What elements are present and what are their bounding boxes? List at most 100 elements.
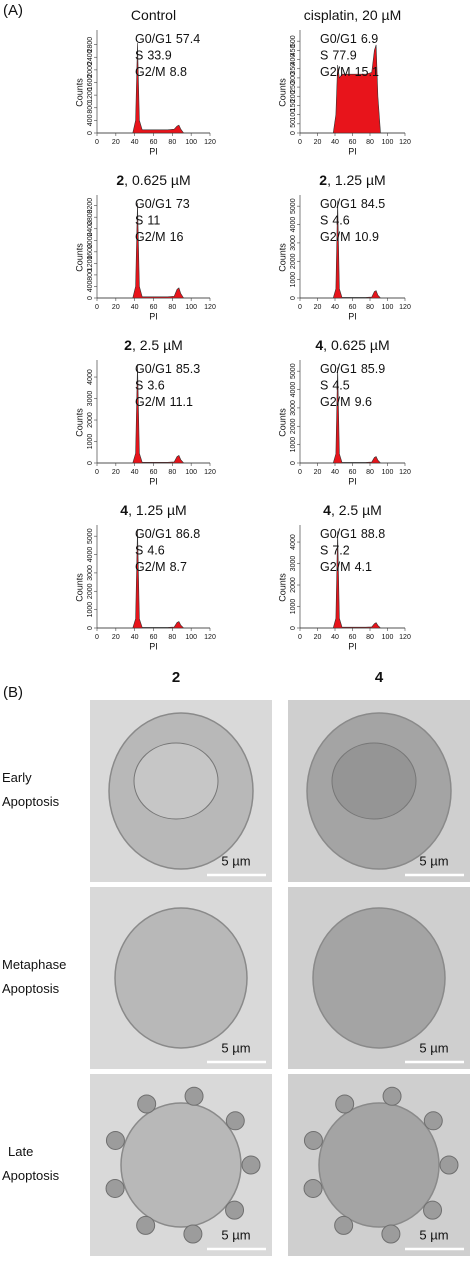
phase-name: G0/G1 bbox=[135, 362, 172, 376]
x-tick-label: 0 bbox=[95, 469, 99, 476]
y-tick-label: 3200 bbox=[87, 198, 94, 214]
x-tick-label: 80 bbox=[168, 469, 176, 476]
y-tick-label: 450 bbox=[290, 44, 297, 56]
x-tick-label: 20 bbox=[112, 634, 120, 641]
histogram-area bbox=[300, 200, 405, 299]
x-tick-label: 120 bbox=[399, 139, 411, 146]
compound-label: 2 bbox=[319, 172, 327, 188]
y-tick-label: 300 bbox=[290, 72, 297, 84]
y-tick-label: 0 bbox=[290, 461, 297, 465]
phase-value: 15.1 bbox=[355, 65, 379, 79]
phase-value: 77.9 bbox=[332, 49, 356, 63]
scale-bar-label: 5 µm bbox=[419, 853, 448, 868]
x-tick-label: 100 bbox=[382, 469, 394, 476]
chart-title: 4, 0.625 µM bbox=[315, 337, 389, 353]
y-tick-label: 200 bbox=[290, 90, 297, 102]
phase-name: G2/M bbox=[135, 230, 166, 244]
apoptotic-body bbox=[381, 1224, 401, 1244]
phase-percent: G2/M 15.1 bbox=[320, 65, 379, 79]
y-tick-label: 2000 bbox=[87, 583, 94, 599]
y-tick-label: 1600 bbox=[87, 244, 94, 260]
apoptotic-body bbox=[137, 1094, 157, 1114]
y-tick-label: 1200 bbox=[87, 87, 94, 103]
compound-label: 4 bbox=[323, 502, 331, 518]
x-tick-label: 80 bbox=[366, 139, 374, 146]
x-tick-label: 120 bbox=[204, 139, 216, 146]
phase-value: 84.5 bbox=[361, 197, 385, 211]
y-tick-label: 350 bbox=[290, 63, 297, 75]
y-tick-label: 4000 bbox=[87, 369, 94, 385]
y-tick-label: 4000 bbox=[87, 547, 94, 563]
x-tick-label: 120 bbox=[399, 304, 411, 311]
y-tick-label: 400 bbox=[87, 281, 94, 293]
row-label-line: Apoptosis bbox=[2, 794, 60, 809]
row-label-line: Metaphase bbox=[2, 957, 66, 972]
scale-bar-label: 5 µm bbox=[419, 1227, 448, 1242]
phase-name: G2/M bbox=[135, 65, 166, 79]
phase-value: 4.6 bbox=[332, 214, 349, 228]
row-label-line: Early bbox=[2, 770, 32, 785]
compound-label: 2 bbox=[124, 337, 132, 353]
y-tick-label: 400 bbox=[87, 114, 94, 126]
phase-percent: S 11 bbox=[135, 214, 160, 228]
x-tick-label: 100 bbox=[382, 139, 394, 146]
x-tick-label: 80 bbox=[168, 304, 176, 311]
cell-body bbox=[120, 1102, 242, 1228]
row-label-line: Apoptosis bbox=[2, 1168, 60, 1183]
phase-value: 9.6 bbox=[355, 395, 372, 409]
x-tick-label: 20 bbox=[112, 304, 120, 311]
chart-title: 4, 1.25 µM bbox=[120, 502, 186, 518]
phase-percent: G0/G1 6.9 bbox=[320, 32, 378, 46]
y-axis-label: Counts bbox=[74, 573, 84, 602]
y-tick-label: 2800 bbox=[87, 37, 94, 53]
chart-title: 2, 2.5 µM bbox=[124, 337, 183, 353]
phase-name: G2/M bbox=[320, 395, 351, 409]
x-tick-label: 100 bbox=[185, 469, 197, 476]
phase-name: S bbox=[135, 544, 143, 558]
y-tick-label: 2800 bbox=[87, 209, 94, 225]
phase-name: G2/M bbox=[135, 395, 166, 409]
apoptotic-body bbox=[136, 1215, 156, 1235]
phase-value: 16 bbox=[170, 230, 184, 244]
x-tick-label: 40 bbox=[331, 139, 339, 146]
scale-bar-label: 5 µm bbox=[419, 1040, 448, 1055]
phase-percent: S 4.5 bbox=[320, 379, 350, 393]
x-axis-label: PI bbox=[348, 311, 357, 321]
phase-value: 11 bbox=[147, 214, 160, 228]
phase-name: S bbox=[320, 379, 328, 393]
phase-value: 8.8 bbox=[170, 65, 187, 79]
x-tick-label: 120 bbox=[204, 469, 216, 476]
y-tick-label: 50 bbox=[290, 120, 297, 128]
histogram-area bbox=[97, 202, 210, 299]
apoptotic-body bbox=[423, 1111, 443, 1131]
phase-value: 88.8 bbox=[361, 527, 385, 541]
phase-name: G0/G1 bbox=[320, 362, 357, 376]
y-tick-label: 5000 bbox=[87, 528, 94, 544]
y-tick-label: 2000 bbox=[87, 412, 94, 428]
phase-value: 85.3 bbox=[176, 362, 200, 376]
phase-value: 7.2 bbox=[332, 544, 349, 558]
x-tick-label: 20 bbox=[112, 469, 120, 476]
phase-name: G0/G1 bbox=[320, 197, 357, 211]
y-tick-label: 1000 bbox=[290, 272, 297, 288]
phase-percent: G2/M 9.6 bbox=[320, 395, 372, 409]
x-tick-label: 0 bbox=[298, 634, 302, 641]
x-tick-label: 20 bbox=[314, 634, 322, 641]
nucleus bbox=[331, 742, 417, 820]
y-tick-label: 1600 bbox=[87, 75, 94, 91]
phase-percent: S 4.6 bbox=[320, 214, 350, 228]
phase-percent: G0/G1 73 bbox=[135, 197, 190, 211]
phase-value: 73 bbox=[176, 197, 190, 211]
apoptotic-body bbox=[334, 1215, 354, 1235]
x-tick-label: 20 bbox=[314, 469, 322, 476]
x-tick-label: 100 bbox=[185, 304, 197, 311]
y-tick-label: 5000 bbox=[290, 198, 297, 214]
y-axis-label: Counts bbox=[277, 243, 287, 272]
chart-title: 2, 1.25 µM bbox=[319, 172, 385, 188]
apoptotic-body bbox=[225, 1200, 245, 1220]
y-tick-label: 4000 bbox=[290, 217, 297, 233]
title-text: cisplatin, 20 µM bbox=[304, 7, 402, 23]
x-axis-label: PI bbox=[149, 146, 158, 156]
x-axis-label: PI bbox=[348, 146, 357, 156]
